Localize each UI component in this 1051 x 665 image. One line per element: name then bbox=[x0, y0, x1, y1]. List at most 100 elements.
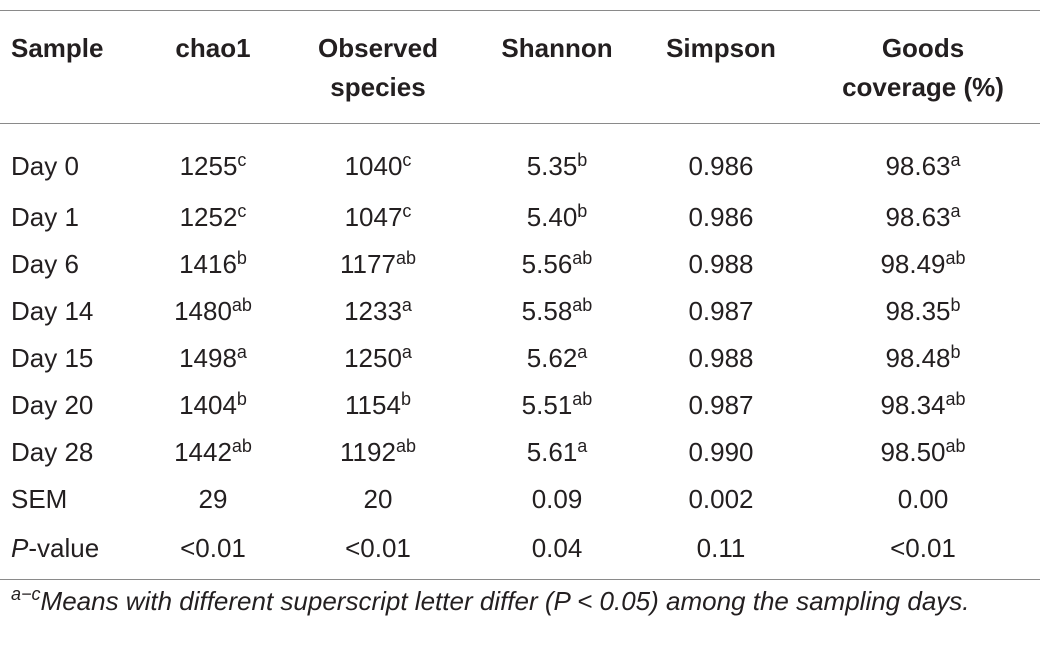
cell-simpson: 0.002 bbox=[636, 476, 806, 523]
cell-superscript: a bbox=[577, 342, 588, 362]
table-row-pvalue: P-value <0.01 <0.01 0.04 0.11 <0.01 bbox=[0, 523, 1040, 580]
header-sample: Sample bbox=[11, 33, 104, 63]
cell-value: 98.50 bbox=[880, 437, 946, 467]
cell-observed: 1154b bbox=[278, 382, 478, 429]
cell-shannon: 5.35b bbox=[478, 124, 636, 195]
cell-goods: 98.34ab bbox=[806, 382, 1040, 429]
cell-shannon: 5.56ab bbox=[478, 241, 636, 288]
cell-value: 0.988 bbox=[688, 343, 754, 373]
footnote-superscript: a−c bbox=[11, 584, 41, 604]
cell-value: 5.62 bbox=[526, 343, 578, 373]
cell-observed: 1040c bbox=[278, 124, 478, 195]
cell-shannon: 5.51ab bbox=[478, 382, 636, 429]
cell-simpson: 0.987 bbox=[636, 288, 806, 335]
cell-shannon: 5.61a bbox=[478, 429, 636, 476]
cell-superscript: a bbox=[950, 149, 961, 170]
cell-value: 98.35 bbox=[885, 296, 951, 326]
cell-value: 1255 bbox=[179, 150, 238, 181]
table-row: SEM 29 20 0.09 0.002 0.00 bbox=[0, 476, 1040, 523]
cell-value: 1177 bbox=[340, 249, 396, 279]
cell-superscript: a bbox=[577, 436, 588, 456]
cell-superscript: ab bbox=[945, 248, 966, 268]
cell-observed: 1177ab bbox=[278, 241, 478, 288]
cell-shannon: 5.62a bbox=[478, 335, 636, 382]
cell-superscript: a bbox=[236, 342, 247, 362]
cell-value: 1040 bbox=[344, 150, 403, 181]
cell-superscript: b bbox=[950, 342, 961, 362]
cell-value: 0.986 bbox=[688, 150, 754, 181]
cell-goods: 98.50ab bbox=[806, 429, 1040, 476]
table-row: Day 14 1480ab 1233a 5.58ab 0.987 98.35b bbox=[0, 288, 1040, 335]
cell-observed: 1250a bbox=[278, 335, 478, 382]
cell-value: 0.986 bbox=[688, 202, 754, 232]
cell-value: 5.58 bbox=[521, 296, 573, 326]
header-shannon: Shannon bbox=[501, 33, 613, 63]
cell-value: 1233 bbox=[344, 296, 402, 326]
cell-value: 29 bbox=[198, 484, 228, 514]
cell-simpson: 0.990 bbox=[636, 429, 806, 476]
cell-superscript: b bbox=[577, 201, 588, 221]
cell-sample: Day 15 bbox=[11, 343, 94, 373]
cell-superscript: b bbox=[950, 295, 961, 315]
cell-sample: Day 0 bbox=[11, 150, 79, 181]
cell-observed: 1047c bbox=[278, 194, 478, 241]
cell-value: 1252 bbox=[179, 202, 238, 232]
cell-value: 0.990 bbox=[688, 437, 754, 467]
cell-sample: SEM bbox=[11, 484, 68, 514]
cell-sample: Day 20 bbox=[11, 390, 94, 420]
cell-value: 98.49 bbox=[880, 249, 946, 279]
cell-pvalue-chao1: <0.01 bbox=[180, 532, 246, 563]
table-row: Day 6 1416b 1177ab 5.56ab 0.988 98.49ab bbox=[0, 241, 1040, 288]
cell-value: 1416 bbox=[179, 249, 237, 279]
cell-chao1: 1480ab bbox=[148, 288, 278, 335]
cell-value: 98.48 bbox=[885, 343, 951, 373]
cell-pvalue-simpson: 0.11 bbox=[696, 532, 746, 563]
diversity-table: Sample chao1 Observed species Shannon Sim… bbox=[0, 10, 1040, 580]
cell-chao1: 1255c bbox=[148, 124, 278, 195]
table-header: Sample chao1 Observed species Shannon Sim… bbox=[0, 10, 1040, 124]
cell-goods: 98.63a bbox=[806, 194, 1040, 241]
cell-sample: Day 14 bbox=[11, 296, 94, 326]
cell-value: 5.40 bbox=[526, 202, 578, 232]
footnote-text: Means with different superscript letter … bbox=[40, 586, 970, 616]
cell-value: 1404 bbox=[179, 390, 237, 420]
cell-value: 98.63 bbox=[885, 150, 951, 181]
cell-chao1: 1442ab bbox=[148, 429, 278, 476]
cell-value: 20 bbox=[363, 484, 393, 514]
cell-sample: Day 1 bbox=[11, 202, 79, 232]
cell-shannon: 5.40b bbox=[478, 194, 636, 241]
cell-superscript: c bbox=[402, 149, 412, 170]
cell-observed: 1233a bbox=[278, 288, 478, 335]
cell-superscript: a bbox=[401, 295, 412, 315]
cell-shannon: 0.09 bbox=[478, 476, 636, 523]
cell-superscript: b bbox=[577, 149, 588, 170]
cell-shannon: 5.58ab bbox=[478, 288, 636, 335]
cell-superscript: ab bbox=[395, 436, 416, 456]
header-goods-coverage: Goods coverage (%) bbox=[842, 33, 1004, 102]
table-body: Day 0 1255c 1040c 5.35b 0.986 98.63a Day 1 1252… bbox=[0, 124, 1040, 580]
cell-sample: Day 28 bbox=[11, 437, 94, 467]
cell-value: 5.35 bbox=[526, 150, 578, 181]
cell-superscript: ab bbox=[572, 248, 593, 268]
cell-observed: 20 bbox=[278, 476, 478, 523]
cell-simpson: 0.986 bbox=[636, 194, 806, 241]
table-row: Day 20 1404b 1154b 5.51ab 0.987 98.34ab bbox=[0, 382, 1040, 429]
cell-value: 1250 bbox=[344, 343, 402, 373]
cell-pvalue-observed: <0.01 bbox=[345, 532, 411, 563]
cell-goods: 98.48b bbox=[806, 335, 1040, 382]
cell-value: 1192 bbox=[340, 437, 396, 467]
cell-sample: P-value bbox=[0, 523, 148, 580]
cell-superscript: ab bbox=[231, 295, 252, 315]
cell-pvalue-shannon: 0.04 bbox=[531, 532, 583, 563]
cell-goods: 98.63a bbox=[806, 124, 1040, 195]
cell-value: 98.63 bbox=[885, 202, 951, 232]
cell-superscript: ab bbox=[395, 248, 416, 268]
cell-superscript: c bbox=[402, 201, 412, 221]
cell-observed: 1192ab bbox=[278, 429, 478, 476]
cell-value: 5.56 bbox=[521, 249, 573, 279]
cell-superscript: ab bbox=[572, 389, 593, 409]
diversity-table-container: Sample chao1 Observed species Shannon Sim… bbox=[0, 10, 1040, 580]
cell-value: 1154 bbox=[345, 390, 401, 420]
table-row: Day 0 1255c 1040c 5.35b 0.986 98.63a bbox=[0, 124, 1040, 195]
pvalue-label-rest: -value bbox=[28, 532, 100, 563]
